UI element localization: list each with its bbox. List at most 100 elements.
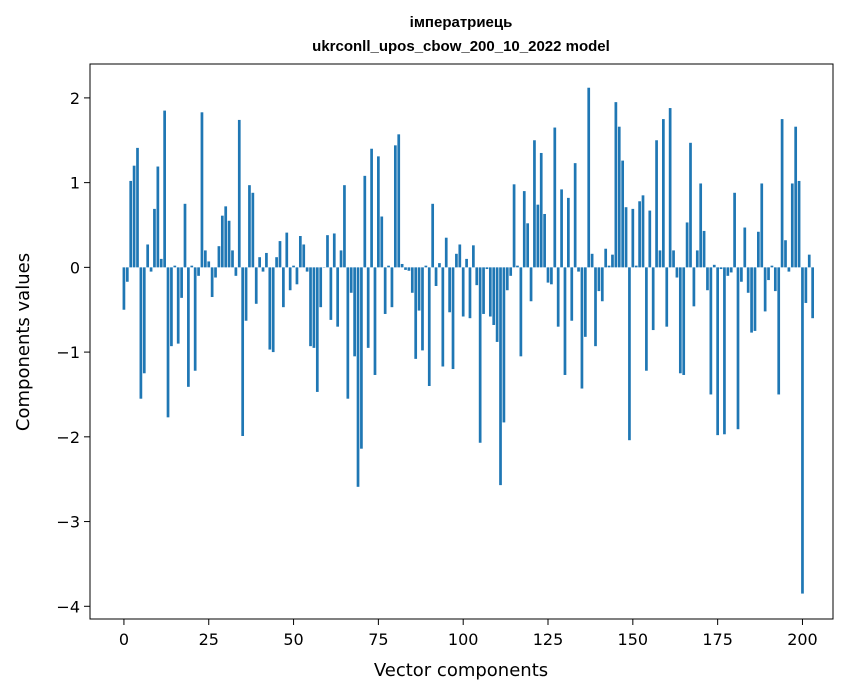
bar (628, 267, 631, 441)
bar (417, 267, 421, 311)
bar (339, 250, 343, 268)
bar (183, 203, 187, 268)
bar (638, 201, 641, 268)
bar (390, 267, 394, 308)
bar (421, 267, 424, 351)
bar (227, 220, 231, 268)
bar (811, 267, 814, 319)
bar (617, 126, 621, 268)
bar (170, 267, 173, 347)
bar (207, 261, 211, 268)
bar (136, 147, 139, 268)
bar (271, 267, 275, 353)
bar (672, 250, 675, 268)
bar (794, 126, 798, 268)
bar (784, 240, 787, 268)
plot-frame (89, 63, 834, 620)
bar (560, 189, 563, 268)
x-axis-label: Vector components (374, 660, 548, 681)
y-tick-label: −2 (56, 428, 80, 447)
x-tick-label: 50 (283, 630, 303, 649)
bar (695, 250, 699, 268)
bar (533, 140, 536, 268)
bar (655, 140, 658, 268)
x-axis-ticks: 0 25 50 75 100 125 150 175 200 (119, 619, 818, 649)
bar (567, 197, 570, 268)
bar (139, 267, 143, 399)
bar (516, 265, 519, 268)
bar (577, 267, 580, 272)
bar (807, 254, 811, 268)
bar (451, 267, 455, 370)
bar (343, 185, 346, 268)
bar (187, 267, 190, 387)
bar (770, 265, 774, 268)
bar (285, 232, 289, 268)
bar (780, 119, 784, 268)
bar (441, 267, 445, 367)
bar (431, 203, 435, 268)
bar (400, 263, 404, 268)
bar (726, 267, 730, 276)
x-tick-label: 75 (368, 630, 388, 649)
x-tick-label: 25 (199, 630, 219, 649)
bar (458, 244, 462, 268)
bar (326, 235, 329, 268)
bar (146, 244, 150, 268)
bar (526, 223, 530, 268)
bar (444, 237, 448, 268)
bar (397, 134, 401, 268)
bar (539, 152, 543, 268)
bar (461, 267, 465, 317)
bar (777, 267, 781, 395)
bar (132, 165, 136, 268)
bar (580, 267, 584, 389)
bar (387, 265, 390, 268)
bar (706, 267, 709, 291)
bar (505, 267, 509, 291)
bar (583, 267, 587, 337)
bar (129, 180, 133, 268)
bar (472, 245, 475, 268)
bar (377, 156, 380, 268)
bar (743, 227, 747, 268)
bar (712, 264, 716, 268)
bar (658, 250, 662, 268)
bar (312, 267, 316, 348)
bar (716, 267, 719, 436)
bar (600, 267, 604, 302)
bar (492, 267, 496, 325)
bar (298, 236, 302, 268)
bar (176, 267, 180, 344)
bar (614, 102, 618, 268)
bar (641, 195, 645, 268)
bar (773, 267, 777, 292)
bar (499, 267, 502, 486)
bar (258, 257, 261, 268)
bar (733, 192, 736, 268)
bar (645, 267, 648, 371)
x-tick-label: 175 (702, 630, 733, 649)
bar (224, 206, 228, 268)
bar (393, 145, 397, 268)
bar (594, 267, 597, 347)
bar (190, 265, 194, 268)
bar (424, 265, 428, 268)
bar (329, 267, 333, 320)
bar (624, 207, 628, 268)
bar (163, 110, 166, 268)
bar (332, 233, 336, 268)
bar (573, 163, 577, 268)
y-tick-label: −4 (56, 597, 80, 616)
bar (251, 192, 255, 268)
bar (760, 183, 764, 268)
bar (563, 267, 567, 375)
bar (692, 267, 696, 307)
bar (248, 185, 251, 268)
bar (309, 267, 312, 347)
bar (678, 267, 682, 374)
bar (214, 267, 217, 278)
bar (217, 246, 221, 268)
y-axis-ticks: −4 −3 −2 −1 0 1 2 (56, 89, 90, 616)
bar (288, 267, 292, 291)
